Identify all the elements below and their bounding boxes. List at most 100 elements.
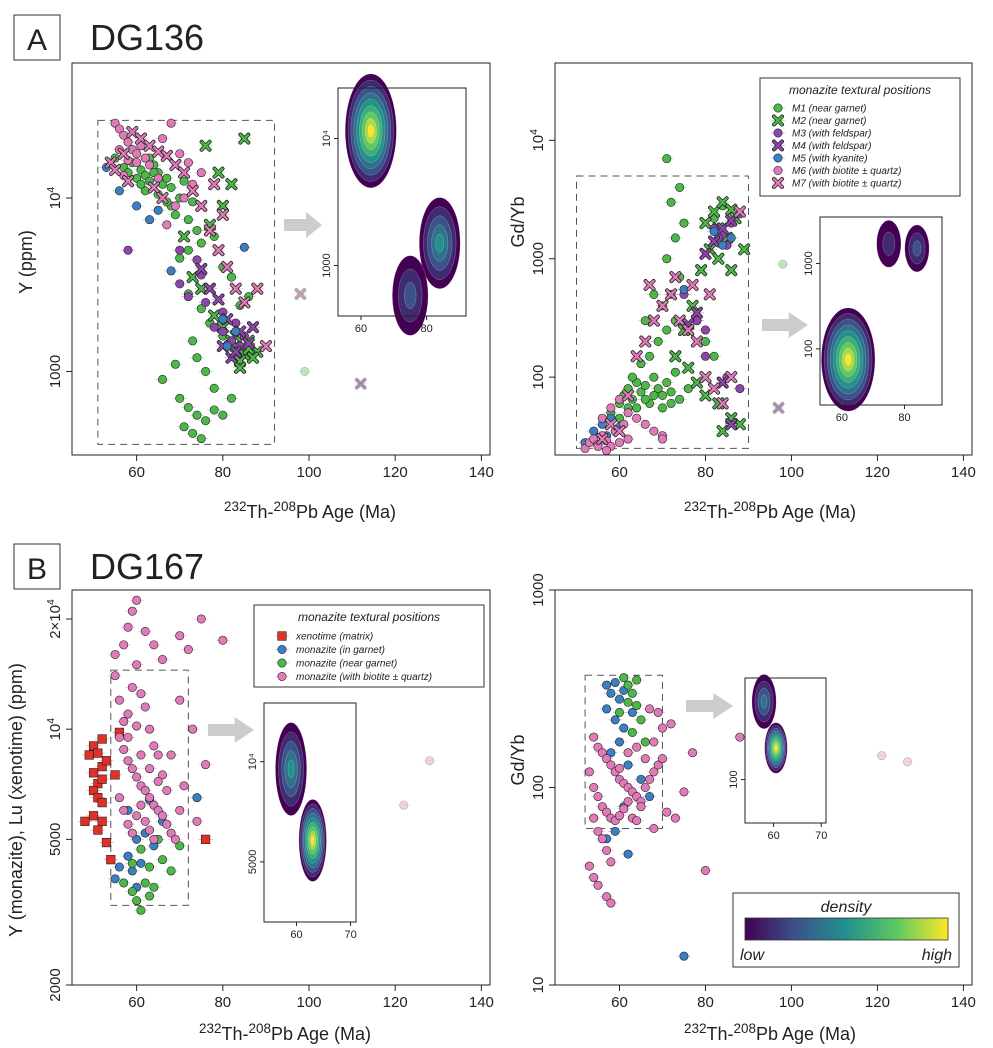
inset-x-tick-label: 70 bbox=[344, 929, 356, 941]
data-point bbox=[187, 271, 198, 283]
data-point bbox=[145, 793, 155, 803]
y-axis-label: Gd/Yb bbox=[508, 196, 528, 247]
data-point bbox=[132, 660, 142, 670]
data-point bbox=[726, 233, 736, 243]
data-points bbox=[582, 673, 915, 961]
data-point bbox=[123, 245, 133, 255]
data-point bbox=[239, 297, 250, 308]
data-point bbox=[127, 828, 137, 838]
data-point bbox=[157, 654, 167, 664]
x-tick-label: 120 bbox=[865, 994, 890, 1011]
x-tick-label: 120 bbox=[383, 464, 408, 481]
data-point bbox=[183, 215, 193, 225]
data-point bbox=[170, 834, 180, 844]
data-point bbox=[175, 393, 185, 403]
data-point bbox=[614, 425, 625, 437]
legend-a-entry: M4 (with feldspar) bbox=[771, 139, 871, 152]
legend-a-label: M5 (with kyanite) bbox=[792, 154, 868, 165]
data-point bbox=[132, 834, 142, 844]
data-point bbox=[118, 148, 129, 159]
data-point bbox=[632, 701, 642, 711]
data-point bbox=[157, 192, 168, 204]
data-point bbox=[80, 816, 90, 826]
density-contour bbox=[287, 759, 295, 779]
data-point bbox=[201, 760, 211, 770]
y-tick-label: 2000 bbox=[47, 968, 64, 1001]
data-point bbox=[175, 253, 185, 263]
data-point bbox=[97, 774, 107, 784]
legend-b-entries: xenotime (matrix) monazite (in garnet) mon… bbox=[275, 631, 432, 683]
data-point bbox=[735, 732, 745, 742]
data-point bbox=[157, 855, 167, 865]
data-point bbox=[619, 673, 629, 683]
data-point bbox=[243, 338, 254, 349]
data-point bbox=[209, 310, 220, 321]
inset-y-tick-label: 10⁴ bbox=[321, 130, 333, 147]
data-point bbox=[119, 716, 129, 726]
data-point bbox=[196, 263, 207, 275]
data-point bbox=[218, 410, 228, 420]
data-point bbox=[593, 792, 603, 802]
data-point bbox=[584, 767, 594, 777]
data-point bbox=[700, 865, 710, 875]
colorbar-low-label: low bbox=[740, 947, 765, 964]
data-point bbox=[726, 204, 737, 215]
data-point bbox=[877, 751, 887, 761]
data-point bbox=[610, 826, 620, 836]
data-point bbox=[230, 283, 241, 294]
data-point bbox=[670, 271, 681, 283]
data-point bbox=[614, 811, 624, 821]
data-point bbox=[175, 279, 185, 289]
data-point bbox=[649, 737, 659, 747]
data-point bbox=[675, 182, 685, 192]
x-tick-label: 100 bbox=[296, 994, 321, 1011]
data-point bbox=[170, 210, 180, 220]
data-point bbox=[183, 402, 193, 412]
data-point bbox=[662, 154, 672, 164]
legend-a-entry: M7 (with biotite ± quartz) bbox=[771, 177, 901, 190]
data-point-outline bbox=[294, 287, 307, 300]
legend-b-marker bbox=[277, 658, 287, 668]
data-point bbox=[84, 750, 94, 760]
data-point bbox=[196, 304, 206, 314]
data-point bbox=[623, 760, 633, 770]
data-point bbox=[204, 225, 216, 236]
y-tick-label: 1000 bbox=[47, 355, 64, 388]
data-point bbox=[708, 206, 720, 217]
selection-box bbox=[97, 119, 276, 445]
data-point bbox=[649, 390, 659, 400]
data-point bbox=[623, 748, 633, 758]
data-point bbox=[239, 242, 249, 252]
panel-b-letter-box bbox=[13, 543, 61, 590]
data-point bbox=[726, 215, 737, 226]
inset-y-tick-label: 100 bbox=[803, 340, 815, 358]
data-point bbox=[140, 785, 150, 795]
legend-a: monazite textural positions M1 (near gar… bbox=[759, 77, 961, 197]
density-contour bbox=[774, 744, 778, 752]
x-tick-label: 80 bbox=[214, 994, 231, 1011]
data-point bbox=[123, 732, 133, 742]
zoom-arrow-icon bbox=[284, 212, 322, 238]
legend-a-label: M3 (with feldspar) bbox=[792, 129, 871, 140]
data-point bbox=[691, 336, 703, 347]
data-point bbox=[665, 289, 677, 300]
data-point bbox=[700, 351, 710, 361]
chart-b-right: 60 80 100 120 140 10 100 1000 232Th-208Pb Age (M… bbox=[508, 573, 976, 1044]
data-point bbox=[187, 185, 198, 197]
data-point bbox=[170, 159, 181, 171]
data-point bbox=[192, 225, 202, 235]
data-point bbox=[619, 804, 629, 814]
data-point bbox=[127, 606, 137, 616]
data-point bbox=[145, 215, 155, 225]
data-point bbox=[175, 841, 185, 851]
data-point bbox=[175, 245, 185, 255]
legend-b-label: monazite (near garnet) bbox=[296, 659, 397, 670]
data-point bbox=[247, 321, 259, 333]
data-point bbox=[218, 314, 228, 324]
data-point bbox=[614, 707, 624, 717]
data-point bbox=[640, 754, 650, 764]
data-point bbox=[614, 763, 624, 773]
data-point bbox=[653, 760, 663, 770]
data-point bbox=[679, 218, 689, 228]
data-point bbox=[114, 793, 124, 803]
